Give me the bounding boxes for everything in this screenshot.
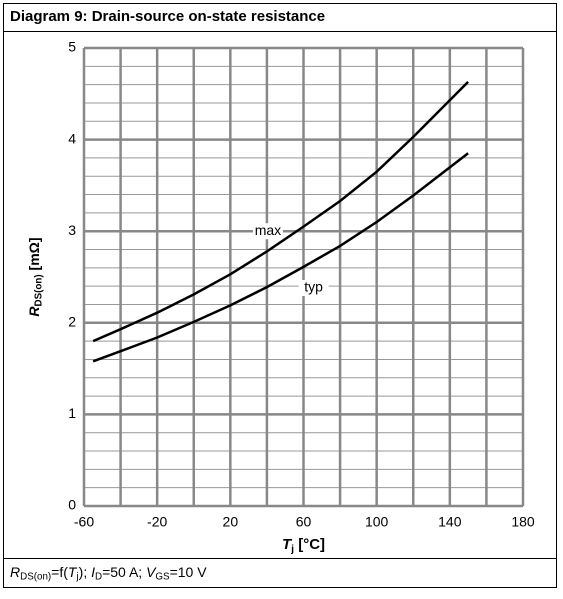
text-part: GS	[155, 571, 170, 582]
text-part: DS(on)	[33, 274, 44, 306]
text-part: j	[75, 571, 78, 582]
y-tick-label: 5	[68, 39, 76, 55]
text-part: T	[68, 564, 78, 580]
x-tick-label: 60	[296, 514, 312, 530]
x-label: Tj [°C]	[282, 536, 325, 555]
frame	[3, 3, 557, 588]
annotation: max	[255, 222, 281, 238]
x-tick-label: -20	[147, 514, 167, 530]
text-part: j	[290, 543, 294, 555]
line-series	[92, 152, 469, 363]
x-tick-label: 20	[223, 514, 239, 530]
x-tick-label: 140	[438, 514, 462, 530]
x-tick-label: 100	[365, 514, 389, 530]
annotation-bg	[298, 279, 329, 296]
x-tick-label: -60	[74, 514, 94, 530]
text-part: =f(	[51, 564, 68, 580]
text-part: =10 V	[170, 564, 208, 580]
text-part: R	[26, 306, 42, 317]
y-tick-label: 1	[68, 405, 76, 421]
text-part: R	[10, 564, 20, 580]
x-tick-label: 180	[511, 514, 535, 530]
text-part: [mΩ]	[26, 237, 42, 274]
text-part: T	[282, 536, 293, 553]
text-part: I	[91, 564, 95, 580]
y-label: RDS(on) [mΩ]	[26, 237, 44, 316]
y-tick-label: 0	[68, 497, 76, 513]
chart-title: Diagram 9: Drain-source on-state resista…	[10, 8, 325, 25]
text-part: V	[146, 564, 157, 580]
text-part: [°C]	[294, 536, 325, 553]
y-tick-label: 3	[68, 222, 76, 238]
text-part: );	[79, 564, 91, 580]
y-tick-label: 2	[68, 314, 76, 330]
text-part: DS(on)	[20, 571, 51, 582]
text-part: =50 A;	[102, 564, 146, 580]
y-tick-label: 4	[68, 130, 76, 146]
annotation-bg	[252, 223, 283, 240]
text-part: D	[95, 571, 102, 582]
line-series	[92, 81, 469, 343]
annotation: typ	[304, 279, 323, 295]
footer: RDS(on)=f(Tj); ID=50 A; VGS=10 V	[10, 564, 207, 582]
